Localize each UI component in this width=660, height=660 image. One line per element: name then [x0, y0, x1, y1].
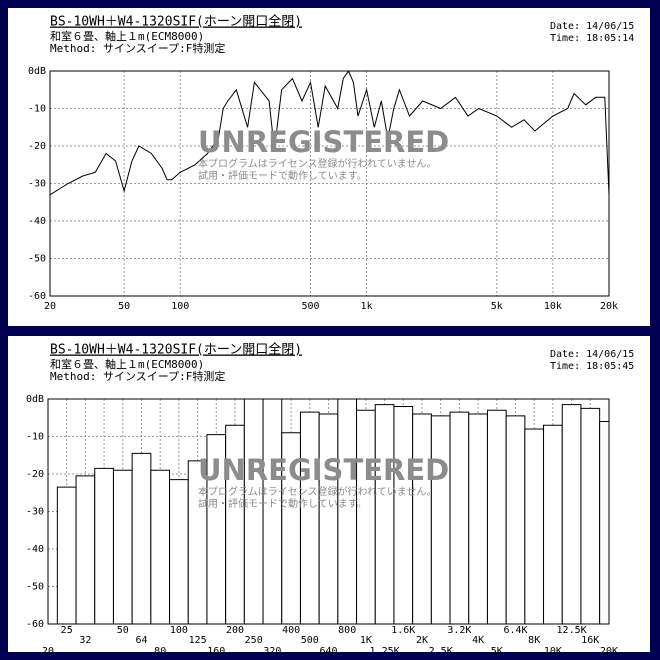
x-tick-label: 64: [135, 635, 147, 646]
bar: [505, 415, 526, 624]
bar: [580, 407, 601, 624]
x-tick-label: 50: [118, 301, 130, 312]
x-tick-label: 32: [79, 635, 91, 646]
x-tick-label: 800: [338, 625, 356, 636]
x-tick-label: 50: [117, 625, 129, 636]
x-tick-label: 20k: [600, 301, 618, 312]
bar: [131, 452, 152, 624]
bar: [75, 475, 96, 624]
method: Method: サインスイープ:F特測定: [50, 369, 225, 383]
x-tick-label: 640: [319, 646, 337, 657]
bar: [318, 413, 339, 624]
y-tick-label: -50: [28, 254, 46, 265]
bar: [374, 404, 395, 624]
x-tick-label: 4K: [472, 635, 484, 646]
x-tick-label: 500: [301, 635, 319, 646]
y-tick-label: -40: [26, 544, 44, 555]
bar: [337, 399, 358, 624]
x-tick-label: 80: [154, 646, 166, 657]
x-tick-label: 200: [226, 625, 244, 636]
y-tick-label: -20: [26, 469, 44, 480]
bar: [169, 479, 189, 624]
x-tick-label: 20K: [600, 646, 618, 657]
bar: [430, 415, 451, 624]
bar: [94, 467, 114, 624]
bar: [599, 421, 609, 624]
bar: [524, 428, 545, 624]
x-tick-label: 6.4K: [503, 625, 527, 636]
watermark: 本プログラムはライセンス登録が行われていません。: [198, 485, 436, 498]
chart-title: BS-10WH＋W4-1320SIF(ホーン開口全閉): [50, 342, 302, 358]
time: Time: 18:05:45: [550, 361, 634, 372]
watermark: 試用・評価モードで動作しています。: [198, 497, 367, 510]
x-tick-label: 320: [263, 646, 281, 657]
subtitle: 和室６畳、軸上１m(ECM8000): [50, 357, 204, 371]
x-tick-label: 400: [282, 625, 300, 636]
bar: [262, 399, 283, 624]
x-tick-label: 8K: [528, 635, 540, 646]
date: Date: 14/06/15: [550, 21, 634, 32]
bar: [150, 469, 171, 624]
x-tick-label: 2.5K: [429, 646, 453, 657]
x-tick-label: 160: [207, 646, 225, 657]
bar: [243, 399, 264, 624]
y-tick-label: 0dB: [26, 394, 44, 405]
x-tick-label: 100: [170, 625, 188, 636]
bar: [112, 469, 133, 624]
x-tick-label: 10k: [544, 301, 562, 312]
watermark: UNREGISTERED: [198, 453, 449, 487]
x-tick-label: 16K: [581, 635, 599, 646]
x-tick-label: 1.6K: [391, 625, 415, 636]
x-tick-label: 5k: [491, 301, 503, 312]
bar: [449, 411, 470, 624]
watermark: 試用・評価モードで動作しています。: [198, 169, 367, 182]
y-tick-label: -50: [26, 582, 44, 593]
bar: [561, 404, 582, 624]
panel: [8, 8, 650, 326]
plot-frame: [47, 398, 610, 625]
watermark: 本プログラムはライセンス登録が行われていません。: [198, 157, 436, 170]
x-tick-label: 1.25K: [370, 646, 400, 657]
y-tick-label: -40: [28, 216, 46, 227]
bar: [356, 409, 376, 624]
y-tick-label: -20: [28, 141, 46, 152]
x-tick-label: 250: [245, 635, 263, 646]
chart-title: BS-10WH＋W4-1320SIF(ホーン開口全閉): [50, 14, 302, 30]
response-line: [50, 71, 609, 196]
x-tick-label: 3.2K: [447, 625, 471, 636]
subtitle: 和室６畳、軸上１m(ECM8000): [50, 29, 204, 43]
x-tick-label: 2K: [416, 635, 428, 646]
bar: [543, 424, 563, 624]
x-tick-label: 5K: [491, 646, 503, 657]
bar: [468, 413, 488, 624]
x-tick-label: 10K: [544, 646, 562, 657]
bar: [393, 406, 414, 624]
y-tick-label: -30: [28, 179, 46, 190]
y-tick-label: 0dB: [28, 66, 46, 77]
y-tick-label: -10: [28, 104, 46, 115]
y-tick-label: -60: [28, 291, 46, 302]
x-tick-label: 20: [44, 301, 56, 312]
method: Method: サインスイープ:F特測定: [50, 41, 225, 55]
y-tick-label: -60: [26, 619, 44, 630]
x-tick-label: 500: [301, 301, 319, 312]
date: Date: 14/06/15: [550, 349, 634, 360]
bar: [299, 411, 320, 624]
plot-frame: [49, 70, 610, 297]
x-tick-label: 25: [61, 625, 73, 636]
x-tick-label: 12.5K: [557, 625, 587, 636]
time: Time: 18:05:14: [550, 33, 634, 44]
x-tick-label: 20: [42, 646, 54, 657]
y-tick-label: -30: [26, 507, 44, 518]
y-tick-label: -10: [26, 432, 44, 443]
bar: [412, 413, 432, 624]
x-tick-label: 100: [171, 301, 189, 312]
x-tick-label: 1k: [361, 301, 373, 312]
x-tick-label: 125: [189, 635, 207, 646]
watermark: UNREGISTERED: [198, 125, 449, 159]
bar: [56, 486, 77, 624]
bar: [486, 409, 507, 624]
x-tick-label: 1K: [360, 635, 372, 646]
